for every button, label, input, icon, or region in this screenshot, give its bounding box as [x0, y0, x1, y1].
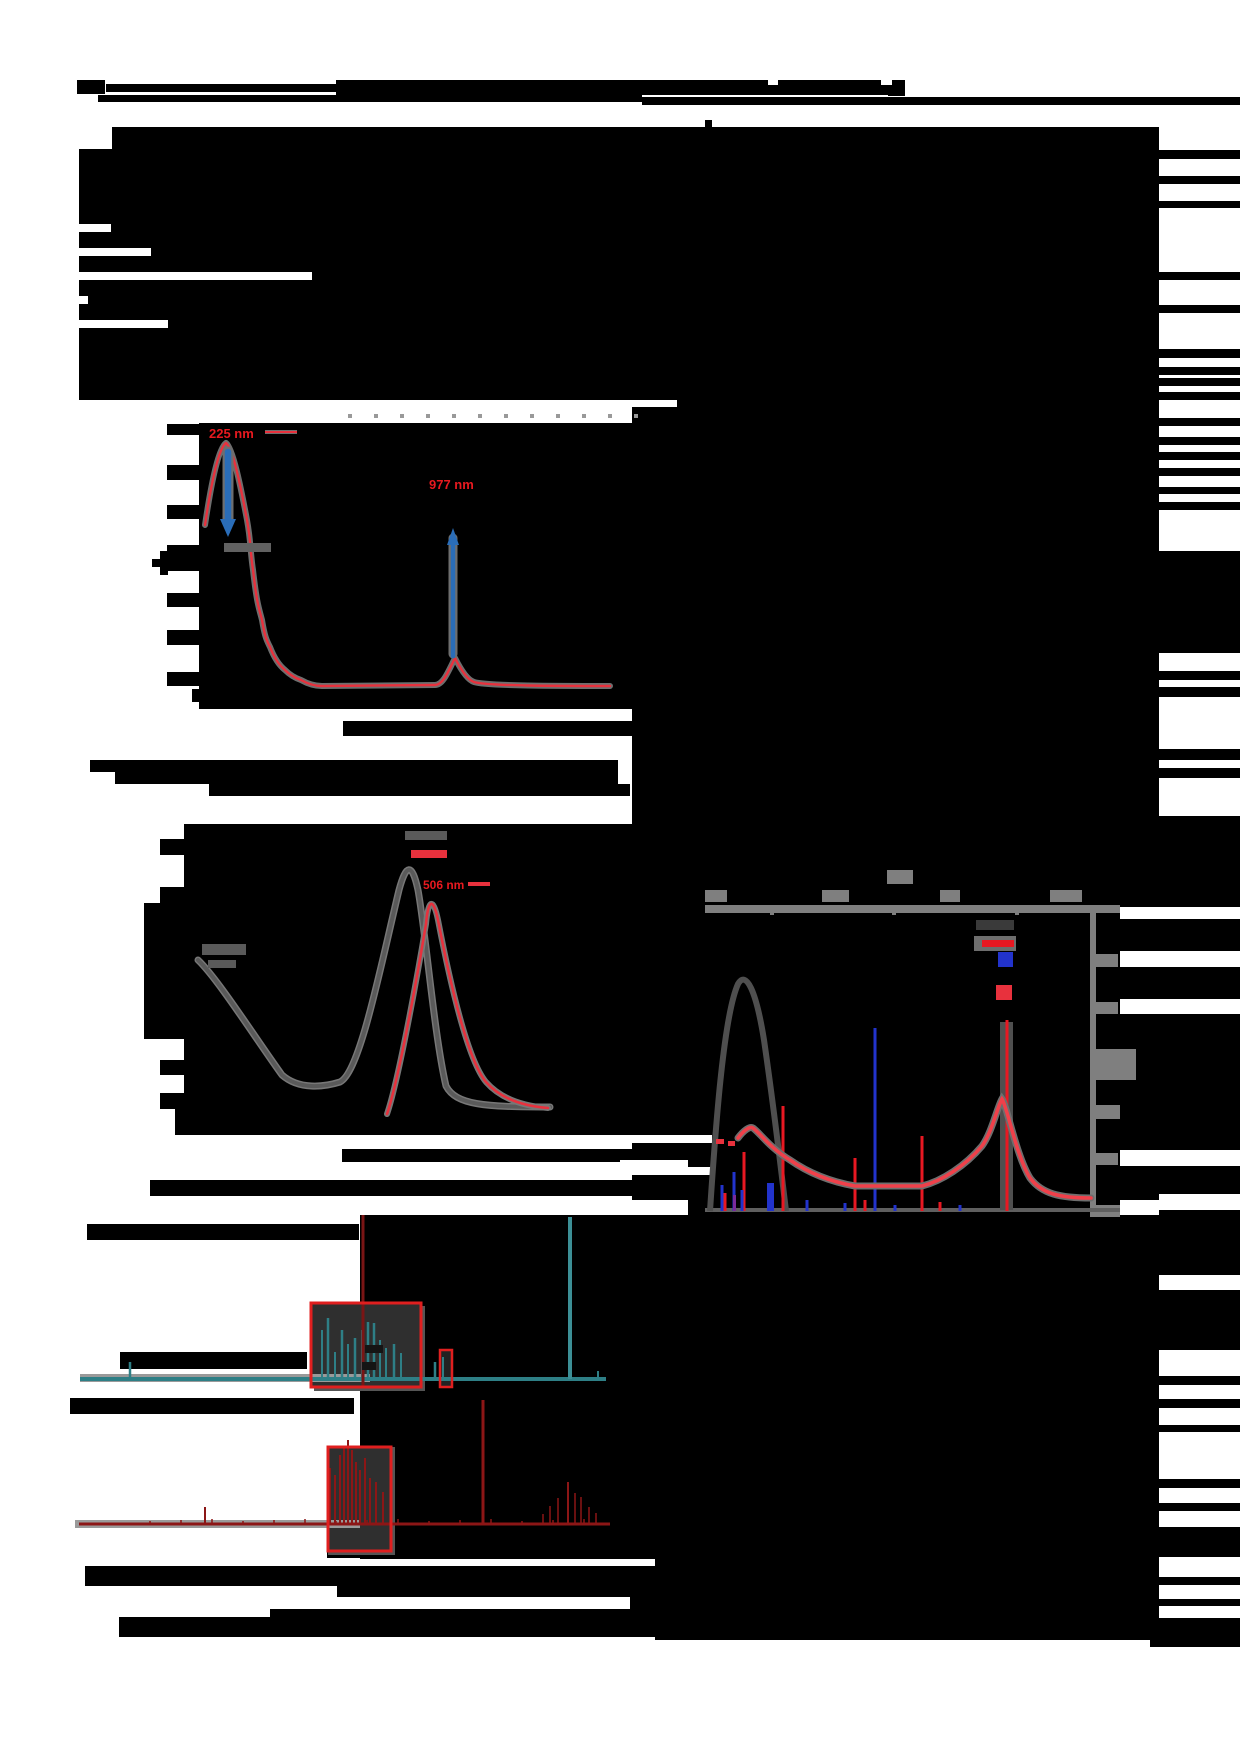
svg-text:225 nm: 225 nm — [209, 426, 254, 441]
svg-text:977 nm: 977 nm — [429, 477, 474, 492]
svg-text:506 nm: 506 nm — [423, 878, 464, 892]
